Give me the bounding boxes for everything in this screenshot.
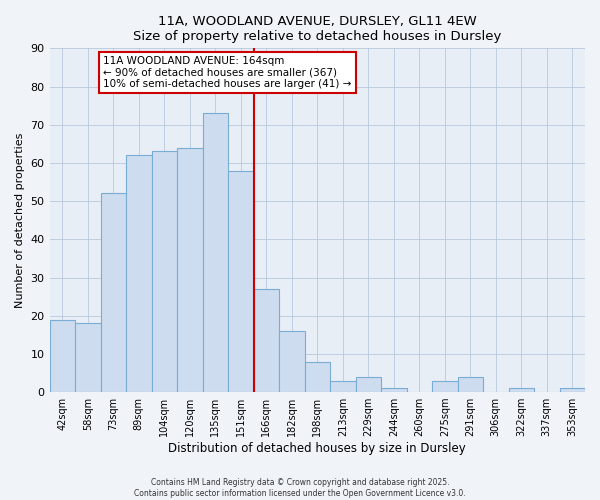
Bar bbox=[356, 377, 381, 392]
Bar bbox=[203, 114, 228, 392]
Bar bbox=[50, 320, 75, 392]
Bar bbox=[75, 324, 101, 392]
Bar bbox=[305, 362, 330, 392]
Text: 11A WOODLAND AVENUE: 164sqm
← 90% of detached houses are smaller (367)
10% of se: 11A WOODLAND AVENUE: 164sqm ← 90% of det… bbox=[103, 56, 352, 89]
Bar bbox=[152, 152, 177, 392]
Bar bbox=[254, 289, 279, 392]
Bar bbox=[560, 388, 585, 392]
Bar bbox=[126, 156, 152, 392]
Text: Contains HM Land Registry data © Crown copyright and database right 2025.
Contai: Contains HM Land Registry data © Crown c… bbox=[134, 478, 466, 498]
Bar bbox=[177, 148, 203, 392]
Bar bbox=[381, 388, 407, 392]
Bar bbox=[458, 377, 483, 392]
Bar bbox=[432, 380, 458, 392]
Bar bbox=[279, 331, 305, 392]
Bar bbox=[330, 380, 356, 392]
Bar bbox=[228, 170, 254, 392]
Bar bbox=[101, 194, 126, 392]
Y-axis label: Number of detached properties: Number of detached properties bbox=[15, 132, 25, 308]
Title: 11A, WOODLAND AVENUE, DURSLEY, GL11 4EW
Size of property relative to detached ho: 11A, WOODLAND AVENUE, DURSLEY, GL11 4EW … bbox=[133, 15, 502, 43]
Bar bbox=[509, 388, 534, 392]
X-axis label: Distribution of detached houses by size in Dursley: Distribution of detached houses by size … bbox=[169, 442, 466, 455]
